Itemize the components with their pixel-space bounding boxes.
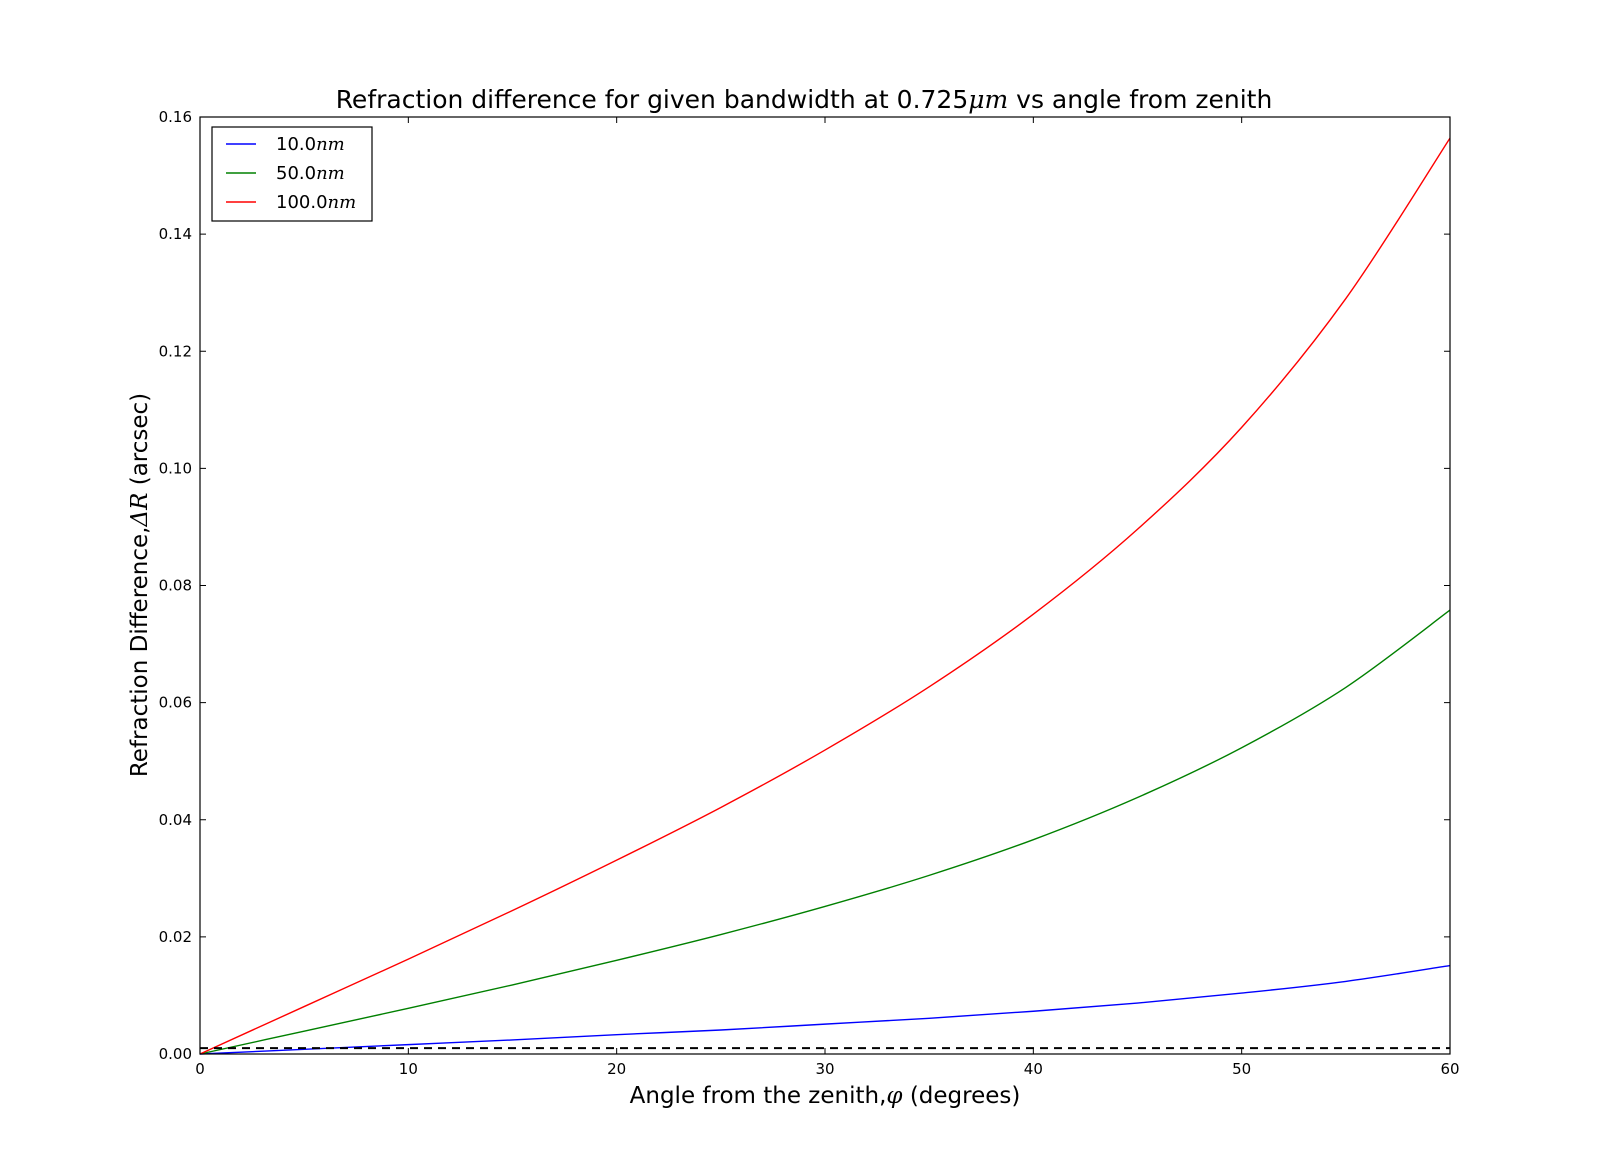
x-axis-label: Angle from the zenith,φ (degrees) [630,1083,1021,1109]
y-tick-label: 0.10 [159,459,192,477]
x-tick-label: 20 [607,1060,626,1078]
x-tick-label: 60 [1440,1060,1459,1078]
y-tick-label: 0.06 [159,694,192,712]
y-tick-label: 0.14 [159,225,192,243]
x-tick-label: 0 [195,1060,205,1078]
y-axis: 0.00 0.02 0.04 0.06 0.08 0.10 0.12 0.14 0.16 [159,108,1450,1063]
series-line-50nm [199,609,1451,1055]
legend: 10.0nm 50.0nm 100.0nm [211,126,373,222]
series-line-100nm [199,137,1451,1055]
legend-box [211,126,373,222]
y-axis-label: Refraction Difference,ΔR (arcsec) [127,393,153,777]
y-tick-label: 0.12 [159,342,192,360]
y-tick-label: 0.08 [159,577,192,595]
x-tick-label: 40 [1024,1060,1043,1078]
series-line-10nm [199,964,1451,1055]
y-tick-label: 0.00 [159,1045,192,1063]
chart-title: Refraction difference for given bandwidt… [336,85,1273,114]
y-tick-label: 0.16 [159,108,192,126]
x-axis: 0 10 20 30 40 50 60 [195,117,1460,1078]
plot-area [199,116,1451,1055]
x-tick-label: 30 [815,1060,834,1078]
y-tick-label: 0.02 [159,928,192,946]
legend-label-100nm: 100.0nm [276,192,356,213]
x-tick-label: 10 [399,1060,418,1078]
legend-label-50nm: 50.0nm [276,163,345,184]
x-tick-label: 50 [1232,1060,1251,1078]
legend-label-10nm: 10.0nm [276,134,345,155]
y-tick-label: 0.04 [159,811,192,829]
plot-background [200,117,1450,1054]
